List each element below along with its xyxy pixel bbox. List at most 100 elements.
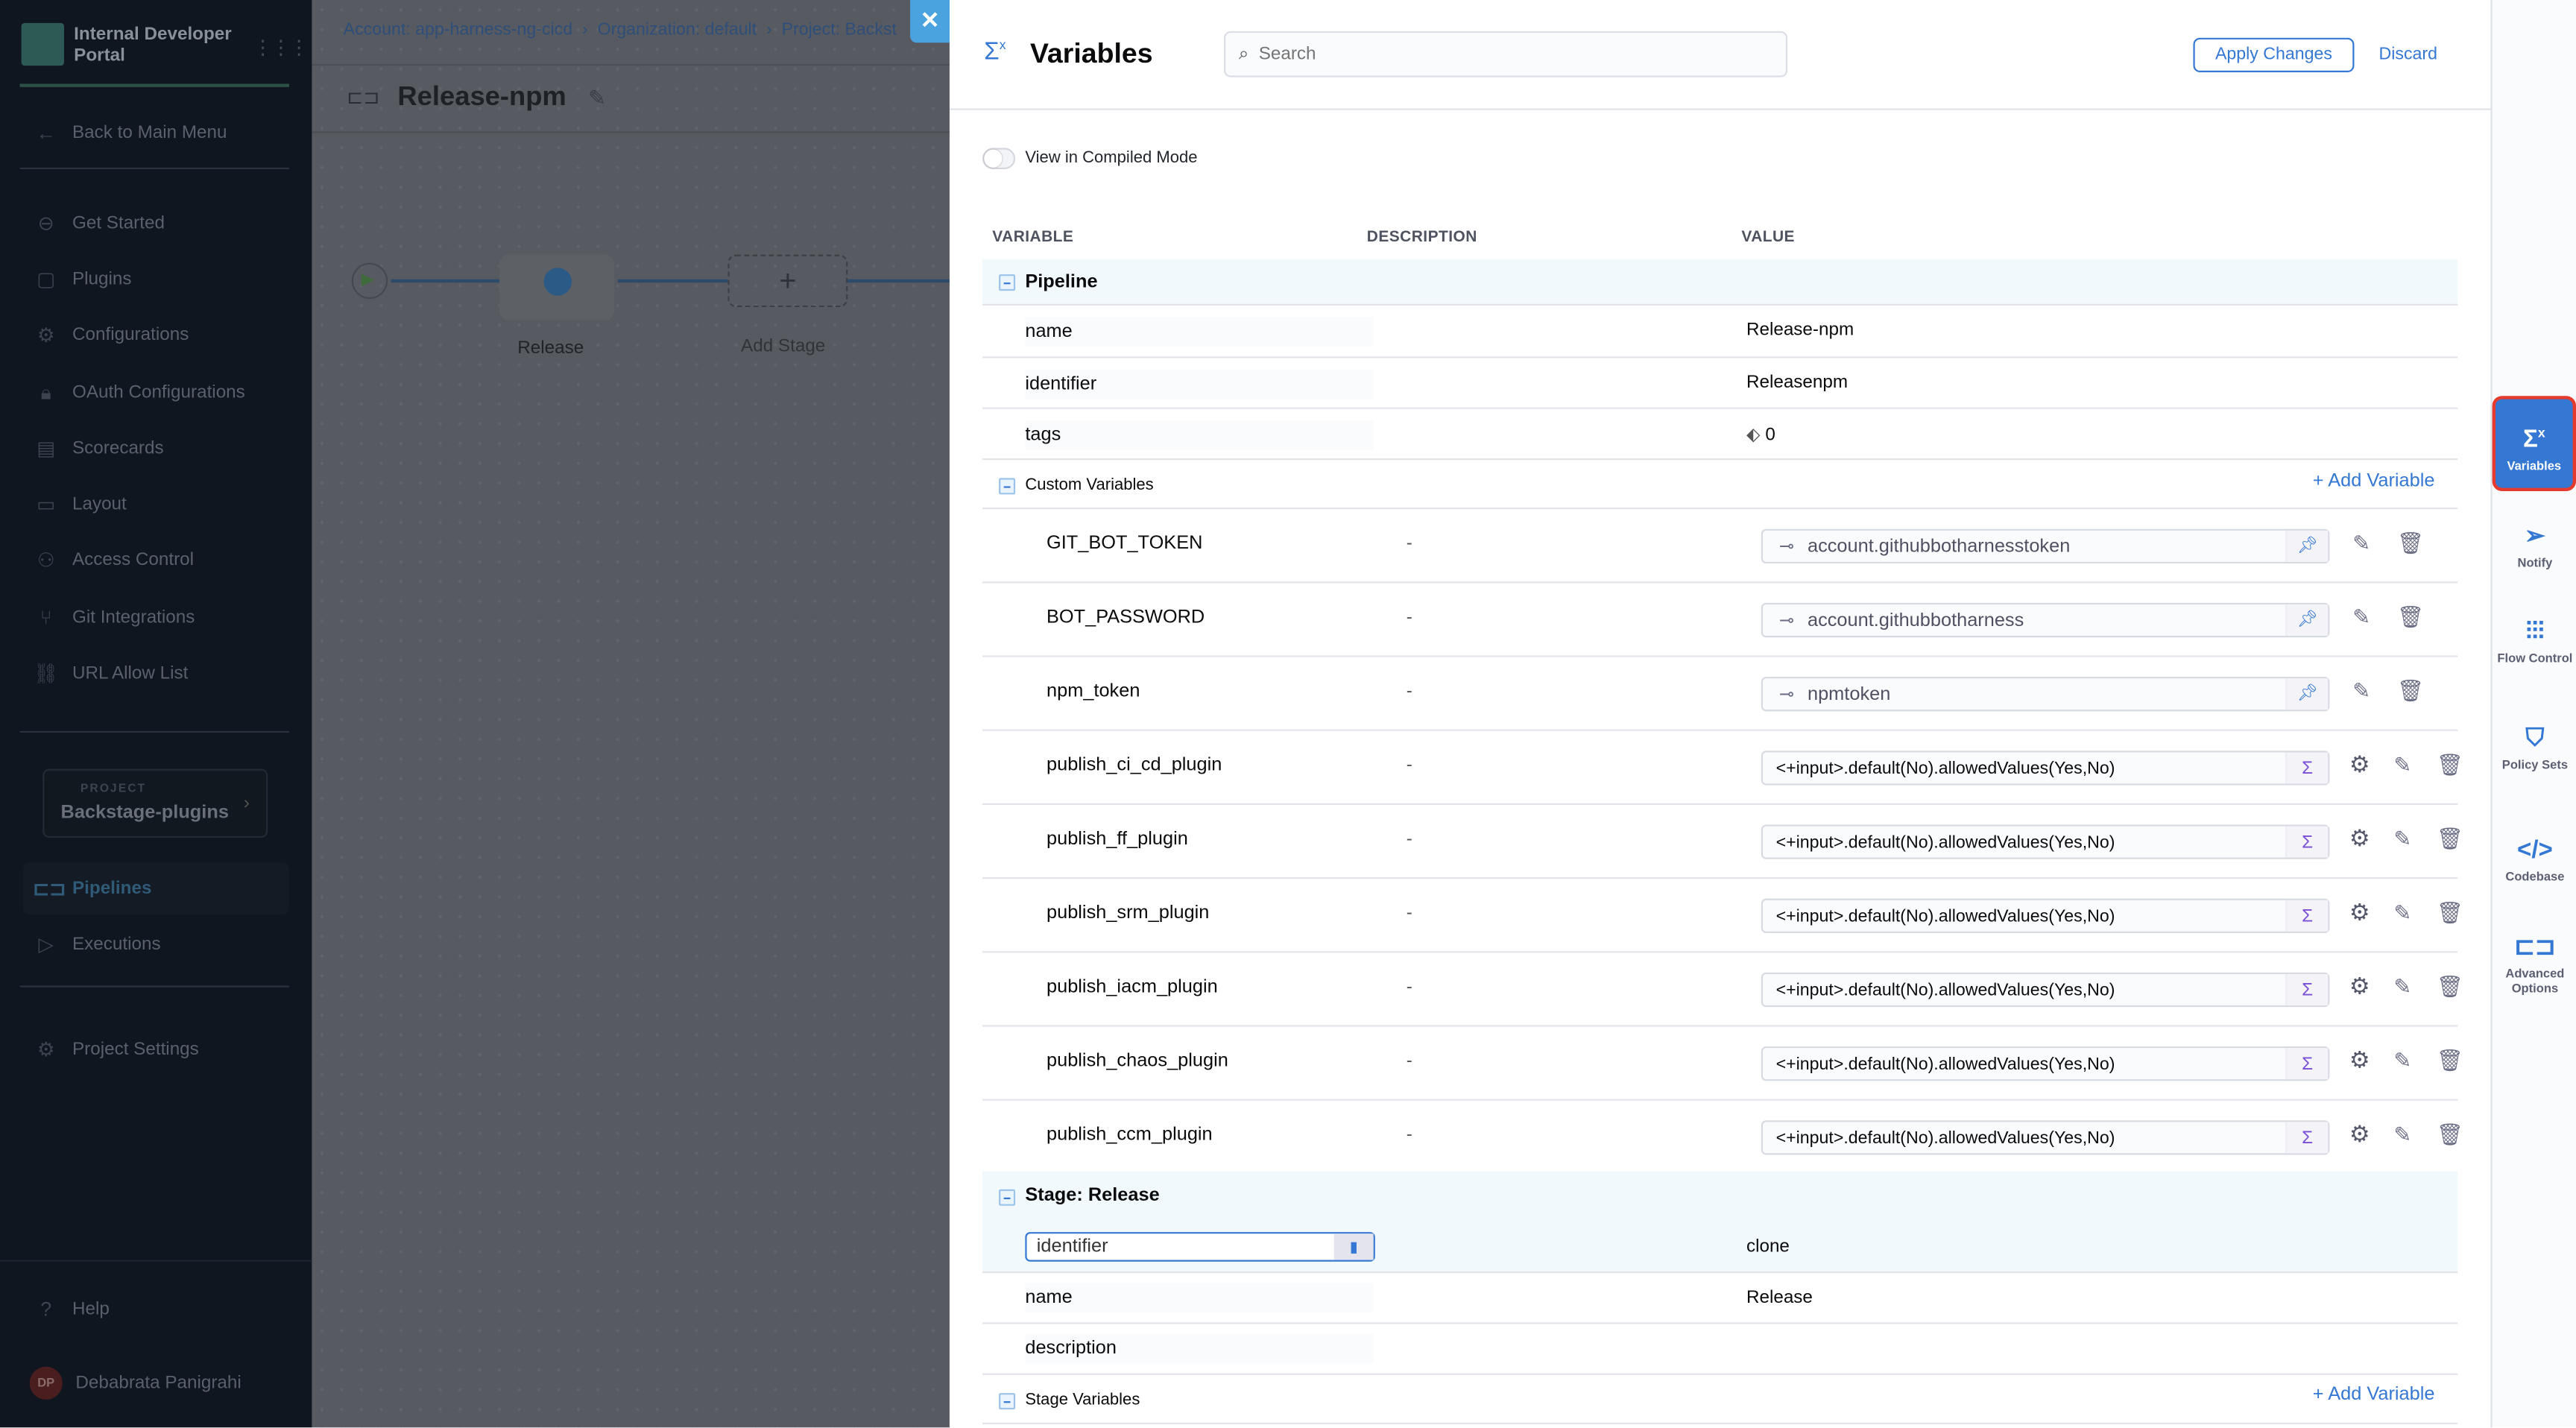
gear-icon[interactable]: ⚙ [2349, 898, 2370, 925]
nav-project-settings[interactable]: ⚙ Project Settings [33, 1033, 199, 1066]
column-header-description: DESCRIPTION [1366, 228, 1477, 247]
add-variable-button[interactable]: + Add Variable [2313, 1385, 2435, 1404]
copy-icon[interactable]: ▮ [1333, 1233, 1374, 1260]
expression-icon: Σ [2302, 1128, 2314, 1148]
value-type-button[interactable]: 📌︎ [2285, 678, 2329, 710]
rail-flow-control[interactable]: ⫶⫶⫶ Flow Control [2493, 618, 2576, 666]
variable-value-input[interactable]: <+input>.default(No).allowedValues(Yes,N… [1761, 1046, 2330, 1081]
stage-node-release[interactable] [499, 254, 615, 320]
rail-variables[interactable]: Σx Variables [2492, 396, 2576, 492]
chevron-right-icon: › [243, 793, 250, 814]
value-type-button[interactable]: Σ [2285, 1048, 2329, 1080]
nav-pipelines[interactable]: ⊏⊐ Pipelines [33, 872, 151, 905]
custom-variable-row: publish_ff_plugin - <+input>.default(No)… [982, 805, 2463, 879]
user-profile[interactable]: DP Debabrata Panigrahi [29, 1366, 242, 1400]
nav-item[interactable]: ⚙ Configurations [33, 319, 189, 352]
rail-advanced-options[interactable]: ⊏⊐ Advanced Options [2493, 933, 2576, 996]
breadcrumb-project[interactable]: Project: Backst [781, 19, 897, 40]
collapse-icon[interactable] [999, 274, 1016, 291]
trash-icon[interactable]: 🗑︎ [2396, 678, 2425, 704]
nav-item[interactable]: ▢ Plugins [33, 263, 131, 296]
edit-pencil-icon[interactable]: ✎ [2352, 678, 2371, 704]
trash-icon[interactable]: 🗑︎ [2396, 530, 2425, 555]
value-type-button[interactable]: Σ [2285, 1122, 2329, 1154]
section-title: Custom Variables [1025, 476, 1154, 495]
edit-pencil-icon[interactable]: ✎ [2393, 900, 2412, 925]
value-type-button[interactable]: Σ [2285, 974, 2329, 1005]
variable-value-input[interactable]: <+input>.default(No).allowedValues(Yes,N… [1761, 1120, 2330, 1155]
edit-pencil-icon[interactable]: ✎ [2393, 752, 2412, 777]
variable-value-input[interactable]: ⊸ account.githubbotharness 📌︎ [1761, 602, 2330, 638]
scorecard-icon: ▤ [37, 437, 56, 461]
nav-item[interactable]: ⊖ Get Started [33, 207, 165, 240]
collapse-icon[interactable] [999, 1189, 1016, 1206]
nav-item[interactable]: ⚇ Access Control [33, 544, 194, 577]
breadcrumb-organization[interactable]: Organization: default [597, 19, 757, 40]
edit-pencil-icon[interactable]: ✎ [2393, 826, 2412, 851]
back-to-main-menu[interactable]: ← Back to Main Menu [33, 116, 227, 149]
variable-value-input[interactable]: <+input>.default(No).allowedValues(Yes,N… [1761, 751, 2330, 786]
trash-icon[interactable]: 🗑︎ [2436, 1048, 2464, 1073]
variable-value-input[interactable]: ⊸ account.githubbotharnesstoken 📌︎ [1761, 528, 2330, 564]
trash-icon[interactable]: 🗑︎ [2436, 826, 2464, 851]
apply-changes-button[interactable]: Apply Changes [2193, 37, 2355, 72]
rail-policy-sets[interactable]: ⛉ Policy Sets [2493, 724, 2576, 772]
value-type-button[interactable]: Σ [2285, 826, 2329, 858]
variable-value-input[interactable]: <+input>.default(No).allowedValues(Yes,N… [1761, 824, 2330, 859]
edit-pencil-icon[interactable]: ✎ [588, 85, 607, 110]
trash-icon[interactable]: 🗑︎ [2436, 900, 2464, 925]
nav-executions[interactable]: ▷ Executions [33, 928, 161, 961]
rail-notify[interactable]: ➢ Notify [2493, 522, 2576, 570]
trash-icon[interactable]: 🗑︎ [2436, 1122, 2464, 1147]
gear-icon[interactable]: ⚙ [2349, 1120, 2370, 1147]
discard-button[interactable]: Discard [2378, 44, 2437, 64]
close-drawer-button[interactable]: ✕ [910, 0, 950, 43]
gear-icon[interactable]: ⚙ [2349, 1046, 2370, 1073]
rail-label: Codebase [2505, 868, 2565, 884]
edit-pencil-icon[interactable]: ✎ [2352, 604, 2371, 630]
add-variable-label: Add Variable [2328, 1385, 2435, 1405]
edit-pencil-icon[interactable]: ✎ [2352, 530, 2371, 555]
compiled-mode-toggle[interactable] [982, 148, 1016, 170]
trash-icon[interactable]: 🗑︎ [2436, 752, 2464, 777]
nav-item[interactable]: ▭ Layout [33, 488, 127, 521]
gear-icon[interactable]: ⚙ [2349, 751, 2370, 777]
left-sidebar: Internal Developer Portal ⋮⋮⋮ ← Back to M… [0, 0, 312, 1428]
nav-help[interactable]: ? Help [33, 1293, 110, 1326]
app-grid-icon[interactable]: ⋮⋮⋮ [253, 36, 309, 60]
collapse-icon[interactable] [999, 478, 1016, 495]
gear-icon[interactable]: ⚙ [2349, 824, 2370, 851]
value-type-button[interactable]: Σ [2285, 900, 2329, 932]
edit-pencil-icon[interactable]: ✎ [2393, 1048, 2412, 1073]
variable-value-input[interactable]: <+input>.default(No).allowedValues(Yes,N… [1761, 898, 2330, 933]
pipeline-icon: ⊏⊐ [33, 876, 66, 900]
trash-icon[interactable]: 🗑︎ [2396, 604, 2425, 630]
back-label: Back to Main Menu [72, 123, 227, 143]
collapse-icon[interactable] [999, 1393, 1016, 1410]
nav-item[interactable]: 🔒︎ OAuth Configurations [33, 376, 245, 409]
nav-item[interactable]: ⛓ URL Allow List [33, 657, 188, 690]
custom-variable-row: BOT_PASSWORD - ⊸ account.githubbotharness… [982, 583, 2458, 657]
trash-icon[interactable]: 🗑︎ [2436, 974, 2464, 999]
variable-value-input[interactable]: ⊸ npmtoken 📌︎ [1761, 677, 2330, 712]
divider [312, 131, 950, 133]
value-type-button[interactable]: 📌︎ [2285, 530, 2329, 562]
gear-icon[interactable]: ⚙ [2349, 972, 2370, 999]
rail-codebase[interactable]: </> Codebase [2493, 836, 2576, 884]
value-type-button[interactable]: Σ [2285, 752, 2329, 784]
value-type-button[interactable]: 📌︎ [2285, 604, 2329, 636]
variable-value-input[interactable]: <+input>.default(No).allowedValues(Yes,N… [1761, 972, 2330, 1008]
custom-variable-row: npm_token - ⊸ npmtoken 📌︎ ✎ 🗑︎ [982, 657, 2458, 731]
add-stage-button[interactable]: + [727, 254, 848, 308]
sliders-icon: ⫶⫶⫶ [2525, 617, 2545, 646]
edit-pencil-icon[interactable]: ✎ [2393, 1122, 2412, 1147]
edit-pencil-icon[interactable]: ✎ [2393, 974, 2412, 999]
breadcrumb-account[interactable]: Account: app-harness-ng-cicd [343, 19, 573, 40]
nav-item[interactable]: ▤ Scorecards [33, 432, 163, 465]
project-selector[interactable]: PROJECT Backstage-plugins › [42, 768, 268, 838]
identifier-field[interactable]: identifier ▮ [1025, 1232, 1375, 1262]
nav-item[interactable]: ⑂ Git Integrations [33, 601, 195, 634]
variable-name: tags [1025, 420, 1374, 450]
add-variable-button[interactable]: + Add Variable [2313, 472, 2435, 491]
search-input[interactable] [1258, 44, 1752, 64]
